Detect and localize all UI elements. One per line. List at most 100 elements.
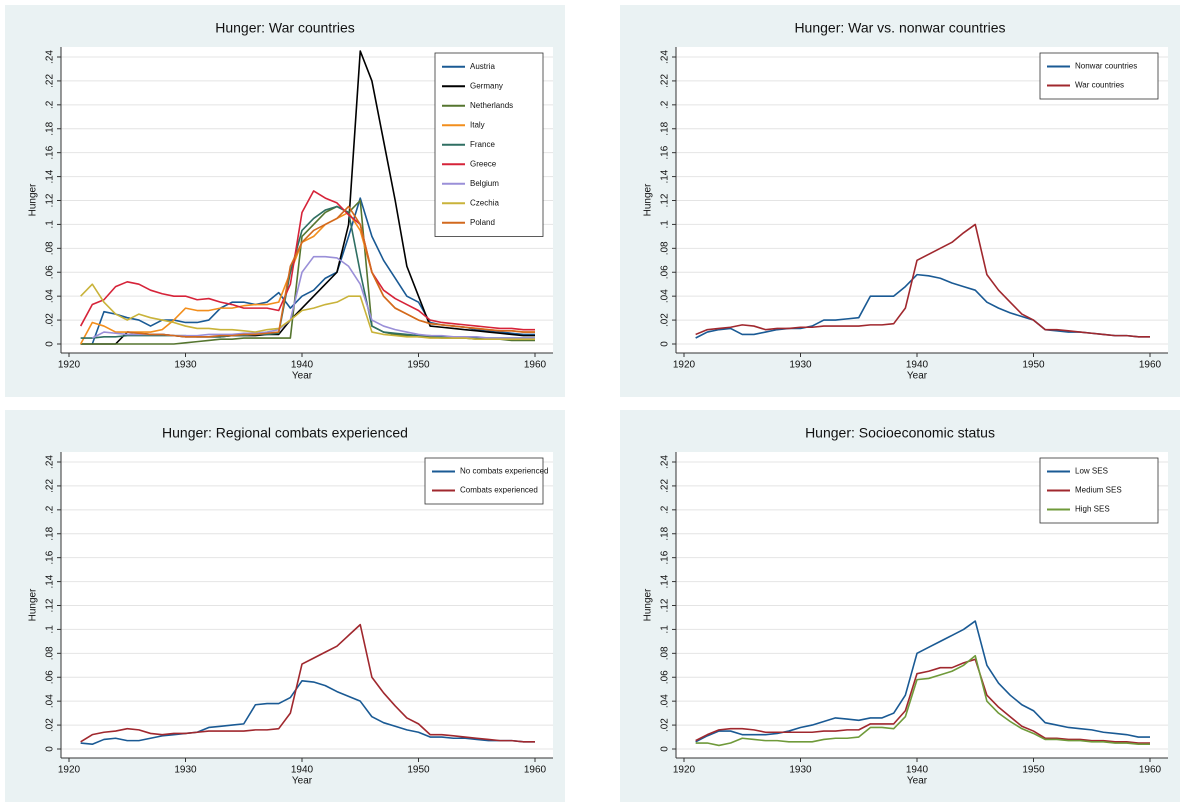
legend-label: Combats experienced — [460, 486, 538, 495]
y-tick-label: .18 — [45, 121, 56, 135]
x-tick-label: 1960 — [524, 765, 547, 776]
y-tick-label: .12 — [45, 193, 56, 207]
x-axis-label: Year — [907, 371, 928, 382]
panel: Hunger: War countries 0 .02 .04 .06 .08 .1 .12.… — [5, 5, 565, 397]
x-tick-label: 1930 — [789, 360, 812, 371]
data-line — [695, 620, 1150, 743]
x-tick-label: 1950 — [407, 765, 430, 776]
legend-label: Low SES — [1075, 467, 1108, 476]
y-tick-label: .02 — [660, 313, 671, 327]
y-tick-label: .22 — [45, 74, 56, 88]
legend-label: France — [470, 140, 495, 149]
x-axis-label: Year — [292, 776, 313, 787]
x-axis-label: Year — [292, 371, 313, 382]
y-tick-label: 0 — [45, 341, 56, 347]
legend-label: High SES — [1075, 505, 1110, 514]
panel: Hunger: Regional combats experienced 0 .02… — [5, 410, 565, 802]
y-tick-label: .2 — [660, 505, 671, 514]
y-tick-label: .1 — [45, 220, 56, 229]
legend-label: Greece — [470, 159, 497, 168]
y-tick-label: .16 — [660, 145, 671, 159]
y-tick-label: .22 — [45, 479, 56, 493]
x-tick-label: 1950 — [1022, 765, 1045, 776]
y-tick-label: .24 — [45, 455, 56, 469]
x-tick-label: 1940 — [291, 765, 314, 776]
y-tick-label: .08 — [660, 241, 671, 255]
y-tick-label: .04 — [45, 694, 56, 708]
legend-box — [1039, 52, 1159, 100]
x-tick-label: 1950 — [407, 360, 430, 371]
y-tick-label: 0 — [660, 746, 671, 752]
chart-title: Hunger: Socioeconomic status — [805, 425, 995, 441]
y-tick-label: .1 — [660, 625, 671, 634]
x-tick-label: 1920 — [58, 765, 81, 776]
y-tick-label: .04 — [660, 694, 671, 708]
x-tick-label: 1960 — [1139, 765, 1162, 776]
x-tick-label: 1920 — [673, 360, 696, 371]
y-tick-label: .08 — [45, 241, 56, 255]
y-tick-label: .14 — [45, 574, 56, 588]
y-tick-label: 0 — [45, 746, 56, 752]
y-tick-label: .16 — [45, 145, 56, 159]
y-tick-label: .1 — [45, 625, 56, 634]
y-tick-label: .16 — [660, 550, 671, 564]
y-axis-label: Hunger — [643, 588, 654, 621]
y-tick-label: .24 — [660, 50, 671, 64]
y-tick-label: .22 — [660, 74, 671, 88]
y-tick-label: .12 — [45, 598, 56, 612]
y-tick-label: .12 — [660, 598, 671, 612]
data-line — [695, 223, 1150, 338]
y-axis-label: Hunger — [28, 183, 39, 216]
data-line — [80, 283, 535, 341]
y-tick-label: .24 — [660, 455, 671, 469]
y-tick-label: .06 — [45, 265, 56, 279]
data-line — [79, 190, 535, 331]
y-tick-label: .04 — [45, 289, 56, 303]
y-tick-label: .22 — [660, 479, 671, 493]
y-axis-label: Hunger — [28, 588, 39, 621]
y-tick-label: .02 — [660, 718, 671, 732]
y-tick-label: .12 — [660, 193, 671, 207]
x-tick-label: 1930 — [789, 765, 812, 776]
y-tick-label: .18 — [660, 121, 671, 135]
y-tick-label: .08 — [45, 646, 56, 660]
y-tick-label: .18 — [660, 526, 671, 540]
y-tick-label: .24 — [45, 50, 56, 64]
y-tick-label: .08 — [660, 646, 671, 660]
legend-label: Germany — [470, 81, 503, 90]
legend-label: Austria — [470, 62, 495, 71]
legend: Nonwar countries War countries — [1039, 52, 1159, 100]
chart-title: Hunger: Regional combats experienced — [162, 425, 408, 441]
y-axis-label: Hunger — [643, 183, 654, 216]
y-tick-label: .2 — [45, 100, 56, 109]
chart-title: Hunger: War vs. nonwar countries — [794, 20, 1005, 36]
y-tick-label: .06 — [660, 265, 671, 279]
legend-label: Belgium — [470, 179, 499, 188]
data-line — [80, 623, 535, 743]
x-tick-label: 1940 — [906, 765, 929, 776]
data-line — [80, 680, 535, 746]
y-tick-label: .04 — [660, 289, 671, 303]
y-tick-label: .1 — [660, 220, 671, 229]
x-tick-label: 1960 — [1139, 360, 1162, 371]
chart-title: Hunger: War countries — [215, 20, 355, 36]
y-tick-label: .14 — [660, 574, 671, 588]
x-tick-label: 1930 — [174, 765, 197, 776]
legend-label: Czechia — [470, 198, 499, 207]
x-tick-label: 1950 — [1022, 360, 1045, 371]
y-tick-label: .16 — [45, 550, 56, 564]
x-tick-label: 1940 — [291, 360, 314, 371]
data-line — [695, 654, 1150, 747]
legend-label: Italy — [470, 120, 485, 129]
y-tick-label: .14 — [660, 169, 671, 183]
y-tick-label: 0 — [660, 341, 671, 347]
x-tick-label: 1920 — [58, 360, 81, 371]
panel: Hunger: Socioeconomic status 0 .02 .04 .06 .0… — [620, 410, 1180, 802]
y-tick-label: .18 — [45, 526, 56, 540]
data-line — [127, 205, 535, 338]
y-tick-label: .2 — [660, 100, 671, 109]
legend-label: Netherlands — [470, 101, 513, 110]
y-tick-label: .06 — [45, 670, 56, 684]
